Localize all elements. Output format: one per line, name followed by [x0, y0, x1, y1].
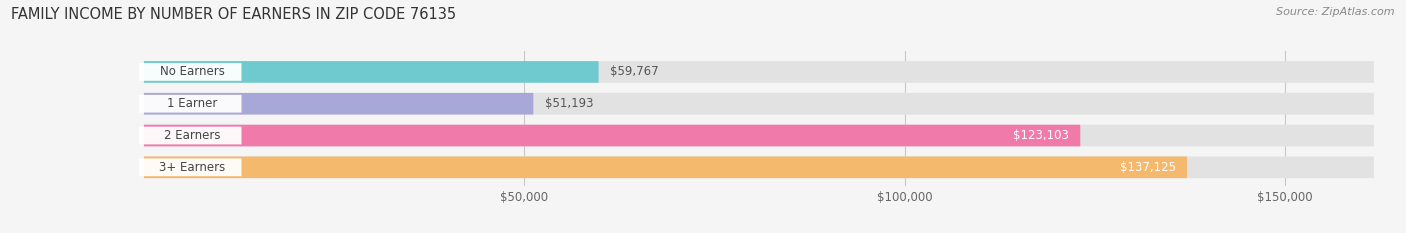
- FancyBboxPatch shape: [143, 93, 1374, 115]
- Text: 3+ Earners: 3+ Earners: [159, 161, 225, 174]
- Text: $51,193: $51,193: [544, 97, 593, 110]
- Text: Source: ZipAtlas.com: Source: ZipAtlas.com: [1277, 7, 1395, 17]
- FancyBboxPatch shape: [139, 127, 242, 144]
- FancyBboxPatch shape: [143, 157, 1187, 178]
- FancyBboxPatch shape: [139, 63, 242, 81]
- Text: $137,125: $137,125: [1119, 161, 1175, 174]
- Text: FAMILY INCOME BY NUMBER OF EARNERS IN ZIP CODE 76135: FAMILY INCOME BY NUMBER OF EARNERS IN ZI…: [11, 7, 457, 22]
- Text: 2 Earners: 2 Earners: [165, 129, 221, 142]
- FancyBboxPatch shape: [139, 158, 242, 176]
- FancyBboxPatch shape: [139, 95, 242, 113]
- FancyBboxPatch shape: [143, 61, 1374, 83]
- Text: No Earners: No Earners: [160, 65, 225, 79]
- FancyBboxPatch shape: [143, 125, 1080, 146]
- Text: 1 Earner: 1 Earner: [167, 97, 218, 110]
- FancyBboxPatch shape: [143, 93, 533, 115]
- FancyBboxPatch shape: [143, 125, 1374, 146]
- Text: $59,767: $59,767: [610, 65, 658, 79]
- FancyBboxPatch shape: [143, 157, 1374, 178]
- Text: $123,103: $123,103: [1012, 129, 1069, 142]
- FancyBboxPatch shape: [143, 61, 599, 83]
